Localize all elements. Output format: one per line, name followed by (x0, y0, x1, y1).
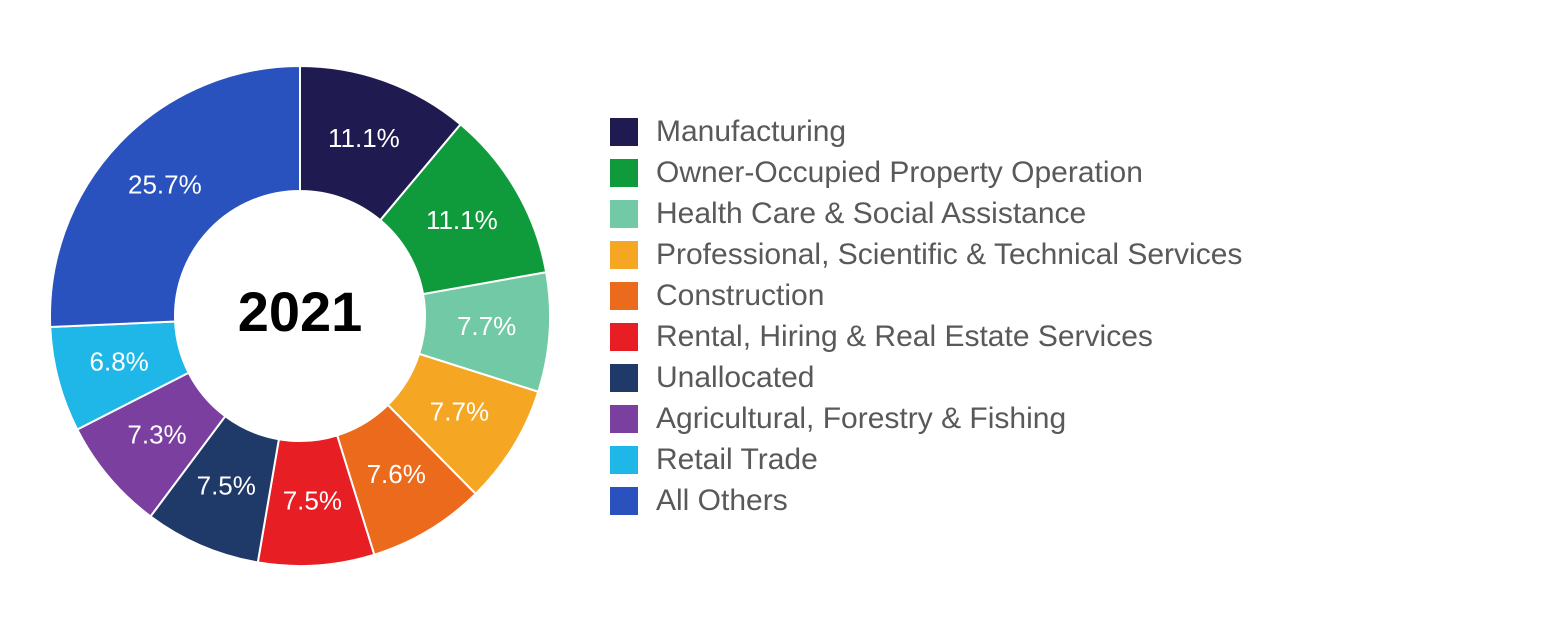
legend-label: Retail Trade (656, 443, 818, 476)
legend-swatch (610, 405, 638, 433)
legend-item: All Others (610, 484, 1565, 517)
legend-label: All Others (656, 484, 788, 517)
legend-swatch (610, 446, 638, 474)
legend-item: Agricultural, Forestry & Fishing (610, 402, 1565, 435)
legend: Manufacturing Owner-Occupied Property Ope… (600, 107, 1565, 525)
legend-swatch (610, 159, 638, 187)
slice-percent-label: 7.5% (283, 485, 342, 515)
slice-percent-label: 11.1% (426, 205, 498, 235)
legend-swatch (610, 200, 638, 228)
legend-label: Agricultural, Forestry & Fishing (656, 402, 1066, 435)
legend-item: Rental, Hiring & Real Estate Services (610, 320, 1565, 353)
legend-item: Construction (610, 279, 1565, 312)
slice-percent-label: 11.1% (328, 123, 400, 153)
slice-percent-label: 7.5% (197, 471, 256, 501)
donut-chart-column: 11.1% 11.1% 7.7% 7.7% 7.6% 7.5% 7.5% 7.3% 6.8% 25… (0, 36, 600, 596)
legend-label: Construction (656, 279, 824, 312)
slice-percent-label: 25.7% (128, 170, 202, 200)
legend-label: Owner-Occupied Property Operation (656, 156, 1143, 189)
legend-swatch (610, 282, 638, 310)
donut-chart: 11.1% 11.1% 7.7% 7.7% 7.6% 7.5% 7.5% 7.3% 6.8% 25… (20, 36, 580, 596)
slice-percent-label: 6.8% (90, 347, 149, 377)
legend-item: Manufacturing (610, 115, 1565, 148)
chart-container: 11.1% 11.1% 7.7% 7.7% 7.6% 7.5% 7.5% 7.3% 6.8% 25… (0, 0, 1565, 632)
legend-swatch (610, 487, 638, 515)
legend-label: Health Care & Social Assistance (656, 197, 1086, 230)
legend-item: Health Care & Social Assistance (610, 197, 1565, 230)
legend-label: Unallocated (656, 361, 814, 394)
slice-percent-label: 7.3% (127, 419, 186, 449)
legend-swatch (610, 241, 638, 269)
legend-item: Professional, Scientific & Technical Ser… (610, 238, 1565, 271)
donut-center-label: 2021 (238, 280, 363, 343)
slice-percent-label: 7.7% (430, 397, 489, 427)
legend-item: Unallocated (610, 361, 1565, 394)
legend-swatch (610, 118, 638, 146)
legend-item: Retail Trade (610, 443, 1565, 476)
legend-swatch (610, 364, 638, 392)
slice-percent-label: 7.6% (367, 459, 426, 489)
legend-item: Owner-Occupied Property Operation (610, 156, 1565, 189)
legend-label: Rental, Hiring & Real Estate Services (656, 320, 1153, 353)
legend-label: Professional, Scientific & Technical Ser… (656, 238, 1242, 271)
legend-swatch (610, 323, 638, 351)
legend-label: Manufacturing (656, 115, 846, 148)
slice-percent-label: 7.7% (457, 311, 516, 341)
